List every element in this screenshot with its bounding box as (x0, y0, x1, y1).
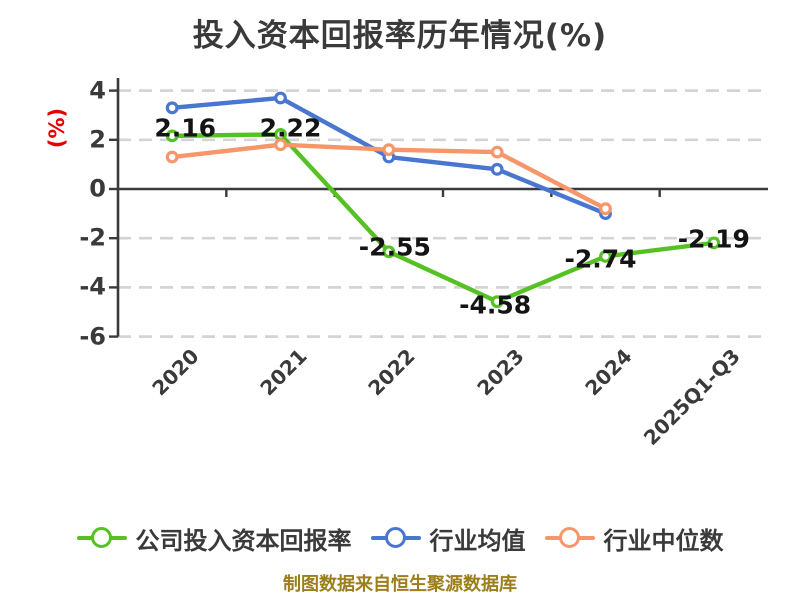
data-point (165, 150, 179, 164)
legend-label: 行业中位数 (603, 526, 724, 555)
legend: 公司投入资本回报率 行业均值 行业中位数 (0, 518, 800, 558)
data-point (599, 202, 612, 216)
chart-title: 投入资本回报率历年情况(%) (192, 18, 608, 54)
legend-label: 行业均值 (429, 526, 526, 555)
data-point (707, 236, 721, 250)
data-source-note: 制图数据来自恒生聚源数据库 (283, 574, 517, 595)
legend-label: 公司投入资本回报率 (135, 526, 352, 555)
data-point (490, 295, 504, 309)
data-point (382, 143, 396, 157)
data-point (165, 129, 179, 143)
legend-marker-blue (370, 526, 421, 550)
data-point (490, 162, 504, 176)
legend-item-industry-mean: 行业均值 (370, 521, 526, 556)
legend-marker-green (76, 526, 127, 550)
legend-circle-icon (558, 527, 580, 548)
legend-item-company-roic: 公司投入资本回报率 (76, 521, 352, 556)
data-point (274, 138, 287, 152)
legend-circle-icon (384, 527, 406, 548)
data-point (382, 245, 396, 259)
data-point (274, 91, 287, 105)
legend-marker-orange (544, 526, 595, 550)
data-point (165, 101, 179, 115)
legend-item-industry-median: 行业中位数 (544, 521, 724, 556)
data-point (274, 127, 287, 141)
series-line-0 (169, 132, 717, 304)
legend-circle-icon (90, 527, 112, 548)
data-point (599, 250, 612, 263)
data-point (490, 145, 504, 159)
